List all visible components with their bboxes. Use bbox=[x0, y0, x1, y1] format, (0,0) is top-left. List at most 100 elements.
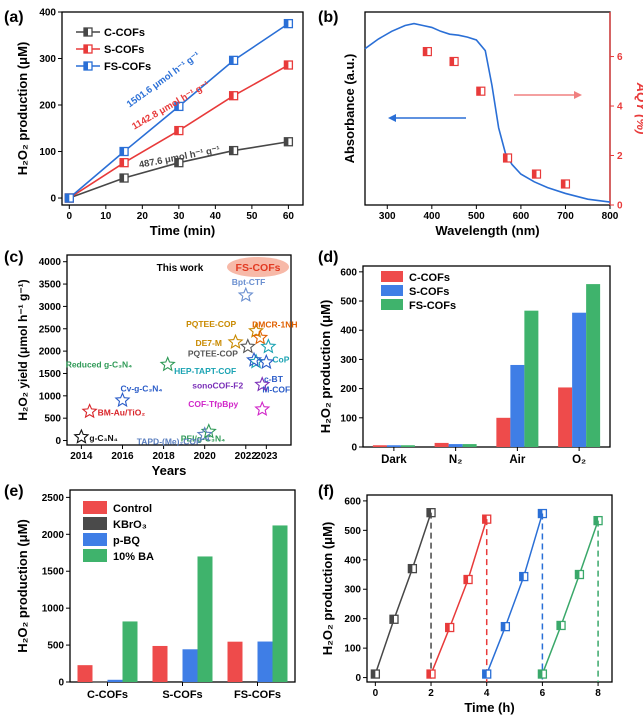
reference-label: COF-TfpBpy bbox=[188, 399, 238, 409]
bar-s-cofs bbox=[386, 445, 401, 447]
y-tick-label: 200 bbox=[344, 614, 361, 625]
legend-label: S-COFs bbox=[409, 286, 449, 298]
x-tick-label: 2018 bbox=[152, 451, 175, 462]
marker-fill bbox=[538, 509, 543, 518]
legend-swatch bbox=[83, 549, 107, 562]
data-point bbox=[228, 91, 239, 101]
panel-f-cycling-chart: 0 2 4 6 8 0 100 200 300 400 500 600 Time (h) H₂O₂ pro… bbox=[318, 483, 613, 715]
y-axis-label: Absorbance (a.u.) bbox=[342, 54, 357, 164]
x-tick-label: 2023 bbox=[255, 451, 278, 462]
marker-fill bbox=[464, 575, 469, 584]
panel-d-bar-chart: 0 100 200 300 400 500 600 H₂O₂ production (μM) (… bbox=[318, 249, 611, 466]
data-point bbox=[500, 621, 511, 632]
reference-label: Bpt-CTF bbox=[232, 277, 266, 287]
bar-series bbox=[227, 641, 243, 682]
this-work-label: This work bbox=[157, 263, 204, 274]
y2-tick-label: 6 bbox=[617, 52, 623, 63]
aqy-point bbox=[476, 86, 486, 96]
legend-label: S-COFs bbox=[104, 44, 144, 56]
reference-label: DE7-M bbox=[196, 338, 222, 348]
y-tick-label: 300 bbox=[340, 355, 357, 366]
marker-fill bbox=[229, 146, 234, 155]
x-tick-label: 40 bbox=[210, 211, 222, 222]
x-tick-label: 0 bbox=[373, 688, 379, 699]
x-tick-label: 600 bbox=[513, 211, 530, 222]
marker-fill bbox=[371, 670, 376, 679]
data-point bbox=[174, 125, 184, 136]
y2-tick-label: 0 bbox=[617, 201, 623, 212]
star-icon bbox=[114, 391, 131, 408]
data-point bbox=[283, 60, 294, 70]
plot-frame bbox=[366, 494, 613, 683]
star-icon bbox=[73, 428, 90, 444]
cycle-line bbox=[430, 518, 488, 675]
y-tick-label: 0 bbox=[50, 194, 56, 205]
x-tick-label: 2016 bbox=[111, 451, 134, 462]
star-icon bbox=[81, 403, 98, 419]
x-tick-label: 0 bbox=[67, 211, 73, 222]
x-tick-label: 700 bbox=[557, 211, 574, 222]
y-axis-label: H₂O₂ production (μM) bbox=[15, 519, 30, 653]
legend-swatch bbox=[83, 517, 107, 530]
marker-fill bbox=[476, 87, 481, 96]
data-point bbox=[174, 101, 184, 112]
marker-fill bbox=[284, 19, 289, 28]
y-tick-label: 300 bbox=[344, 585, 361, 596]
y-tick-label: 1000 bbox=[42, 604, 65, 615]
y-tick-label: 400 bbox=[344, 555, 361, 566]
x-axis-label: Years bbox=[152, 463, 187, 478]
data-point bbox=[482, 669, 492, 679]
marker-fill bbox=[501, 622, 506, 631]
aqy-point bbox=[422, 46, 432, 57]
absorbance-curve bbox=[364, 22, 611, 203]
y-tick-label: 500 bbox=[47, 641, 64, 652]
marker-fill bbox=[174, 102, 179, 111]
y-tick-label: 1000 bbox=[39, 391, 62, 402]
y2-axis-label: AQY (%) bbox=[634, 82, 643, 135]
bar-series bbox=[92, 681, 108, 683]
bar-series bbox=[107, 679, 123, 682]
data-point bbox=[519, 571, 529, 582]
y-axis-label: H₂O₂ production (μM) bbox=[320, 522, 335, 656]
marker-fill bbox=[445, 623, 450, 632]
aqy-point bbox=[502, 153, 513, 163]
bar-series bbox=[257, 641, 273, 682]
panel-label: (f) bbox=[318, 483, 334, 500]
y-tick-label: 2500 bbox=[42, 493, 65, 504]
data-point bbox=[283, 137, 294, 147]
y-axis-label: H₂O₂ production (μM) bbox=[318, 300, 333, 434]
star-icon bbox=[237, 286, 254, 303]
y-tick-label: 1500 bbox=[42, 567, 65, 578]
reference-label: CoP bbox=[272, 355, 289, 365]
x-tick-label: 30 bbox=[173, 211, 185, 222]
bar-c-cofs bbox=[372, 445, 387, 447]
marker-fill bbox=[284, 61, 289, 70]
x-tick-label: 300 bbox=[379, 211, 396, 222]
data-point bbox=[174, 158, 184, 168]
y-tick-label: 2000 bbox=[39, 347, 62, 358]
y-tick-label: 200 bbox=[39, 101, 56, 112]
data-point bbox=[64, 193, 74, 203]
reference-label: g-C₃N₄ bbox=[89, 433, 117, 443]
bar-series bbox=[167, 681, 183, 683]
category-label: FS-COFs bbox=[234, 689, 281, 701]
y-tick-label: 100 bbox=[39, 147, 56, 158]
bar-fs-cofs bbox=[586, 284, 601, 447]
panel-label: (b) bbox=[318, 9, 338, 26]
reference-label: DMCR-1NH bbox=[252, 320, 297, 330]
reference-label: PQTEE-COP bbox=[188, 349, 238, 359]
category-label: O₂ bbox=[572, 454, 586, 466]
x-tick-label: 50 bbox=[246, 211, 258, 222]
y-tick-label: 0 bbox=[55, 436, 61, 447]
star-icon bbox=[254, 376, 271, 392]
data-point bbox=[574, 569, 585, 580]
reference-label: PQTEE-COP bbox=[186, 319, 236, 329]
x-tick-label: 20 bbox=[137, 211, 149, 222]
y-tick-label: 400 bbox=[39, 8, 56, 19]
star-icon bbox=[246, 351, 263, 367]
category-label: N₂ bbox=[449, 454, 462, 466]
marker-fill bbox=[427, 508, 432, 517]
